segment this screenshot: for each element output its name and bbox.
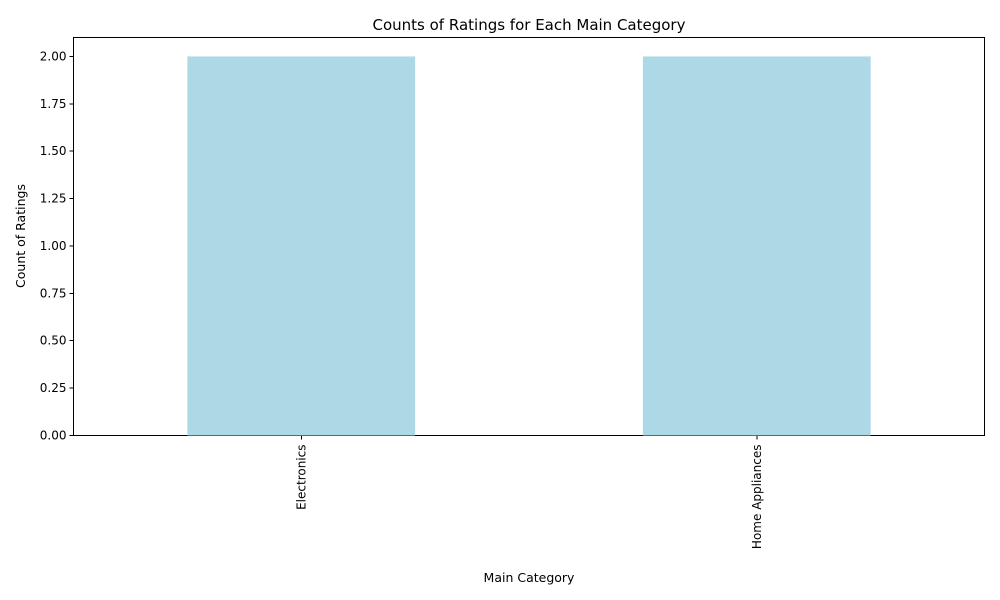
bar-electronics xyxy=(187,56,416,436)
plot-area: 0.00 0.25 0.50 0.75 1.00 1.25 1.50 1.75 2.00 Ele… xyxy=(40,37,985,550)
bars-group xyxy=(187,56,871,436)
y-tick-label: 0.25 xyxy=(40,381,67,395)
y-tick-label: 0.50 xyxy=(40,334,67,348)
y-tick-label: 1.25 xyxy=(40,192,67,206)
x-axis-label: Main Category xyxy=(484,570,576,585)
x-tick-label: Home Appliances xyxy=(750,445,764,550)
y-tick-label: 0.75 xyxy=(40,286,67,300)
x-axis-ticks: Electronics Home Appliances xyxy=(294,435,764,550)
y-tick-label: 1.00 xyxy=(40,239,67,253)
y-tick-label: 0.00 xyxy=(40,429,67,443)
y-tick-label: 2.00 xyxy=(40,49,67,63)
bar-home-appliances xyxy=(642,56,871,436)
x-tick-label: Electronics xyxy=(294,445,308,510)
y-tick-label: 1.75 xyxy=(40,97,67,111)
chart-title: Counts of Ratings for Each Main Category xyxy=(373,16,686,34)
plot-frame xyxy=(73,37,985,436)
y-axis-label: Count of Ratings xyxy=(13,184,28,288)
y-axis-ticks: 0.00 0.25 0.50 0.75 1.00 1.25 1.50 1.75 2.00 xyxy=(40,49,74,443)
y-tick-label: 1.50 xyxy=(40,144,67,158)
